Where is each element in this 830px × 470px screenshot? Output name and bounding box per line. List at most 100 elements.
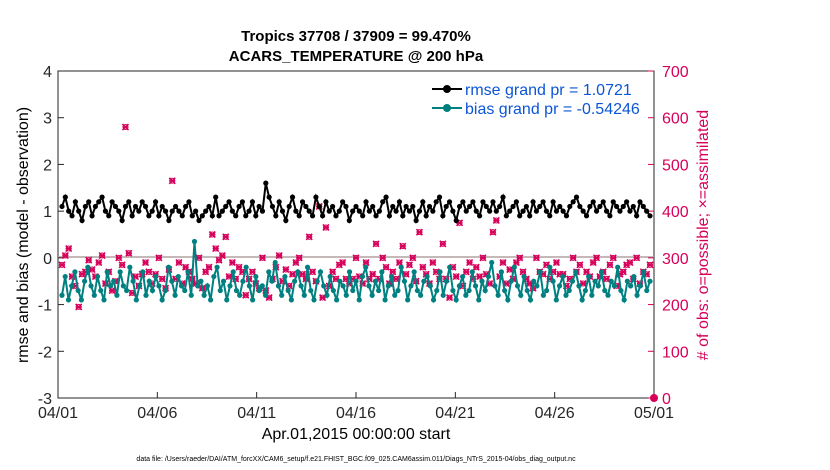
bias-point — [120, 283, 126, 289]
rmse-point — [597, 203, 603, 210]
obs-assimilated-marker — [182, 263, 190, 271]
obs-assimilated-marker — [626, 258, 634, 267]
obs-assimilated-marker — [592, 254, 601, 262]
bias-point — [124, 287, 130, 294]
obs-assimilated-marker — [589, 258, 597, 267]
bias-point — [447, 264, 453, 270]
rmse-point — [233, 213, 239, 219]
bias-point — [363, 264, 369, 270]
bias-point — [75, 287, 81, 294]
bias-point — [443, 278, 450, 284]
obs-assimilated-marker — [115, 254, 123, 262]
bias-point — [166, 264, 172, 270]
bias-point — [282, 273, 288, 280]
rmse-point — [259, 208, 266, 214]
rmse-point — [460, 199, 466, 205]
rmse-point — [640, 203, 646, 210]
obs-assimilated-marker — [395, 258, 403, 267]
obs-assimilated-marker — [212, 244, 220, 253]
rmse-point — [246, 208, 252, 214]
rmse-point — [266, 194, 272, 200]
bias-point — [214, 264, 220, 270]
rmse-point — [560, 208, 566, 214]
rmse-point — [430, 208, 436, 214]
obs-assimilated-marker — [322, 223, 330, 232]
rmse-point — [483, 203, 489, 210]
rmse-point — [607, 213, 613, 219]
bias-point — [324, 292, 330, 298]
bias-point — [624, 278, 630, 284]
bias-point — [279, 292, 285, 298]
rmse-point — [563, 213, 570, 219]
obs-assimilated-marker — [519, 268, 527, 276]
rmse-point — [119, 217, 125, 224]
rmse-point — [617, 208, 623, 214]
rmse-point — [376, 208, 382, 214]
bias-point — [101, 297, 107, 303]
bias-point — [224, 297, 230, 303]
rmse-point — [179, 213, 185, 219]
rmse-point — [330, 203, 336, 210]
bias-point — [369, 292, 375, 298]
rmse-point — [353, 203, 359, 210]
obs-assimilated-marker — [65, 244, 73, 253]
obs-assimilated-marker — [339, 258, 347, 267]
bias-point — [589, 292, 595, 298]
rmse-point — [183, 203, 189, 210]
left-tick-label: -3 — [38, 391, 52, 408]
bias-point — [392, 292, 398, 298]
legend-rmse-label: rmse grand pr = 1.0721 — [465, 82, 632, 99]
obs-assimilated-marker — [646, 261, 654, 269]
rmse-point — [172, 203, 179, 210]
rmse-point — [423, 213, 429, 219]
rmse-point — [466, 203, 473, 210]
rmse-point — [146, 213, 152, 219]
bias-point — [556, 283, 563, 289]
bias-point — [149, 287, 156, 294]
bias-point — [133, 297, 139, 303]
obs-assimilated-marker — [158, 275, 166, 283]
left-tick-label: 3 — [43, 111, 52, 128]
rmse-point — [350, 208, 356, 214]
bias-point — [631, 273, 637, 280]
bias-point — [427, 283, 433, 289]
obs-assimilated-marker — [85, 256, 93, 264]
obs-assimilated-marker — [415, 228, 424, 236]
rmse-point — [102, 208, 109, 214]
bias-point — [343, 292, 349, 298]
rmse-point — [343, 203, 349, 210]
rmse-point — [477, 213, 483, 219]
bias-point — [340, 283, 346, 289]
rmse-point — [162, 208, 169, 214]
bias-point — [560, 273, 566, 280]
rmse-point — [630, 203, 636, 210]
rmse-point — [76, 208, 82, 214]
rmse-point — [573, 194, 580, 200]
rmse-point — [567, 203, 573, 210]
rmse-point — [89, 213, 95, 219]
obs-assimilated-marker — [288, 270, 297, 278]
bias-point — [82, 278, 88, 284]
bias-point — [159, 297, 165, 303]
rmse-point — [520, 208, 526, 214]
bias-point — [608, 278, 614, 284]
bias-point — [259, 283, 265, 289]
bias-point — [272, 259, 278, 266]
obs-assimilated-marker — [379, 254, 387, 262]
rmse-point — [336, 208, 342, 214]
bias-point — [292, 278, 298, 284]
bias-point — [521, 273, 527, 280]
obs-assimilated-marker — [492, 216, 500, 225]
rmse-point — [156, 213, 162, 219]
bias-point — [376, 287, 382, 294]
bias-point — [327, 273, 333, 280]
rmse-point — [66, 208, 72, 214]
rmse-point — [136, 208, 142, 214]
rmse-point — [547, 213, 553, 219]
rmse-point — [243, 213, 249, 219]
rmse-point — [366, 208, 372, 214]
bias-point — [640, 269, 647, 275]
obs-assimilated-marker — [452, 272, 460, 281]
bias-point — [304, 264, 311, 270]
right-tick-label: 100 — [662, 344, 689, 361]
